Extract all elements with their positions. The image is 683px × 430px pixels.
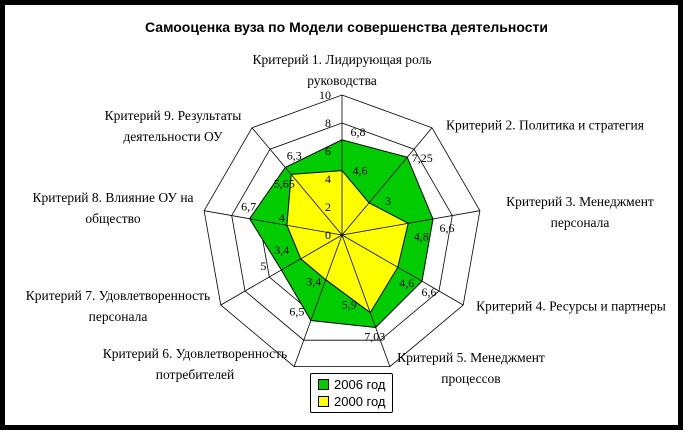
value-label-1-3: 4,6 [399, 276, 414, 290]
radar-tick-labels: 0 2 4 6 8 10 [319, 88, 331, 242]
axis-label-criterion-8: Критерий 8. Влияние ОУ на общество [32, 187, 193, 229]
axis-label-criterion-4: Критерий 4. Ресурсы и партнеры [476, 296, 666, 317]
legend-label-2000: 2000 год [334, 394, 386, 409]
axis-label-criterion-6: Критерий 6. Удовлетворенность потребителе… [103, 343, 287, 385]
value-label-0-2: 6,6 [440, 221, 455, 235]
legend-item-2000: 2000 год [318, 394, 392, 409]
value-label-1-1: 3 [385, 194, 391, 208]
legend-label-2006: 2006 год [334, 377, 386, 392]
axis-label-line: персонала [550, 215, 610, 230]
radar-spokes [204, 95, 480, 367]
axis-label-line: потребителей [155, 367, 235, 382]
axis-label-line: Критерий 1. Лидирующая роль [252, 52, 432, 67]
axis-label-criterion-5: Критерий 5. Менеджмент процессов [397, 347, 545, 389]
value-label-0-3: 6,6 [422, 285, 437, 299]
radar-chart: 0 2 4 6 8 10 6,8 7,25 6,6 6,6 7,03 6,5 5 6,7 6,3 4,6 3 4,… [203, 88, 481, 368]
value-label-1-7: 4 [279, 210, 285, 224]
axis-label-line: Критерий 7. Удовлетворенность [25, 288, 211, 303]
axis-label-criterion-7: Критерий 7. Удовлетворенность персонала [26, 285, 210, 327]
axis-label-line: процессов [441, 371, 501, 386]
value-label-0-1: 7,25 [412, 151, 433, 165]
legend-swatch-2006 [318, 379, 329, 390]
legend-item-2006: 2006 год [318, 377, 392, 392]
value-label-1-4: 5,9 [342, 298, 357, 312]
value-label-1-5: 3,4 [306, 275, 321, 289]
tick-label: 8 [325, 116, 331, 130]
axis-label-line: Критерий 2. Политика и стратегия [446, 117, 644, 133]
value-label-1-8: 5,65 [274, 176, 295, 190]
radar-value-labels: 6,8 7,25 6,6 6,6 7,03 6,5 5 6,7 6,3 4,6 3 4,8 4,6 5,9… [241, 125, 454, 344]
value-label-1-0: 4,6 [353, 164, 368, 178]
value-label-0-8: 6,3 [287, 148, 302, 162]
tick-label: 4 [325, 172, 331, 186]
value-label-0-6: 5 [260, 259, 266, 273]
value-label-0-7: 6,7 [241, 200, 256, 214]
chart-title: Самооценка вуза по Модели совершенства д… [145, 19, 548, 35]
axis-label-criterion-2: Критерий 2. Политика и стратегия [446, 115, 644, 136]
value-label-1-2: 4,8 [414, 229, 429, 243]
axis-label-criterion-1: Критерий 1. Лидирующая роль руководства [252, 49, 431, 91]
legend: 2006 год 2000 год [310, 373, 393, 413]
axis-label-line: деятельности ОУ [123, 129, 223, 144]
axis-label-line: Критерий 6. Удовлетворенность [102, 346, 288, 361]
axis-label-line: руководства [307, 73, 377, 88]
axis-label-criterion-9: Критерий 9. Результаты деятельности ОУ [105, 105, 242, 147]
tick-label: 0 [325, 228, 331, 242]
legend-swatch-2000 [318, 396, 329, 407]
tick-label: 2 [325, 200, 331, 214]
axis-label-line: персонала [88, 309, 148, 324]
value-label-1-6: 3,4 [274, 243, 289, 257]
axis-label-line: Критерий 4. Ресурсы и партнеры [476, 298, 666, 314]
axis-label-line: Критерий 5. Менеджмент [397, 350, 545, 365]
axis-label-line: Критерий 8. Влияние ОУ на [32, 190, 194, 205]
value-label-0-4: 7,03 [364, 330, 385, 344]
tick-label: 6 [325, 144, 331, 158]
axis-label-line: Критерий 3. Менеджмент [506, 194, 654, 209]
axis-label-line: общество [85, 211, 141, 226]
axis-label-line: Критерий 9. Результаты [104, 108, 242, 123]
value-label-0-5: 6,5 [289, 305, 304, 319]
tick-label: 10 [319, 88, 331, 102]
value-label-0-0: 6,8 [351, 125, 366, 139]
axis-label-criterion-3: Критерий 3. Менеджмент персонала [506, 191, 654, 233]
